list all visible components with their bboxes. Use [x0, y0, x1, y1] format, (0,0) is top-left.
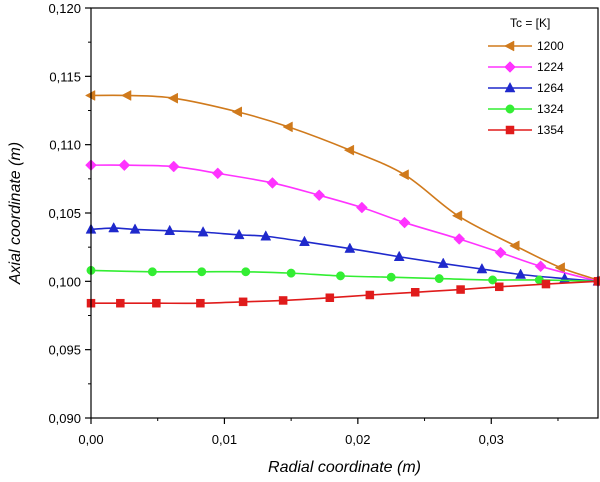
- y-tick-label: 0,110: [49, 138, 81, 153]
- data-point: [456, 285, 465, 294]
- data-point: [534, 260, 547, 273]
- series-1200: [84, 90, 600, 285]
- data-point: [197, 226, 209, 237]
- legend-item: 1264: [488, 81, 564, 95]
- series-line: [91, 280, 599, 305]
- data-point: [355, 201, 368, 214]
- data-point: [344, 242, 356, 253]
- data-point: [476, 262, 488, 274]
- data-point: [116, 298, 125, 308]
- legend-title: Tc = [K]: [510, 16, 550, 30]
- data-point: [453, 233, 466, 245]
- legend-label: 1200: [537, 39, 564, 53]
- x-tick-label: 0,02: [345, 432, 370, 447]
- data-point: [437, 257, 449, 268]
- data-point: [282, 121, 293, 133]
- x-axis-title: Radial coordinate (m): [268, 459, 421, 476]
- data-point: [211, 167, 224, 180]
- data-point: [120, 90, 132, 101]
- data-point: [286, 268, 296, 278]
- data-point: [386, 272, 396, 282]
- data-point: [451, 210, 463, 222]
- data-point: [278, 296, 288, 305]
- x-tick-label: 0,01: [212, 432, 237, 447]
- series-1224: [85, 159, 600, 288]
- data-point: [336, 271, 345, 281]
- legend-marker: [504, 81, 516, 93]
- y-tick-label: 0,095: [48, 343, 81, 358]
- y-tick-label: 0,105: [48, 206, 81, 221]
- data-point: [129, 223, 141, 234]
- data-point: [84, 90, 96, 101]
- plot-frame: [90, 7, 599, 419]
- x-tick-label: 0,00: [78, 432, 103, 447]
- data-point: [241, 267, 251, 277]
- legend-item: 1324: [488, 102, 564, 116]
- data-point: [196, 298, 205, 308]
- data-point: [108, 221, 120, 233]
- data-point: [260, 230, 272, 241]
- y-tick-label: 0,115: [49, 69, 81, 84]
- y-tick-label: 0,090: [48, 411, 81, 426]
- legend: Tc = [K] 1200 1224 1264 1324 1354: [488, 16, 564, 137]
- data-point: [313, 189, 326, 202]
- legend-label: 1324: [537, 102, 564, 116]
- data-point: [343, 144, 355, 156]
- data-point: [197, 267, 207, 277]
- series-1354: [86, 277, 600, 308]
- legend-marker: [505, 104, 515, 114]
- x-axis: 0,00 0,01 0,02 0,03: [78, 418, 559, 447]
- data-point: [152, 298, 161, 308]
- legend-item: 1200: [488, 39, 564, 53]
- plot-marks: [84, 90, 600, 308]
- legend-item: 1224: [488, 60, 564, 74]
- data-point: [509, 240, 520, 252]
- data-point: [398, 169, 409, 181]
- data-point: [147, 267, 157, 277]
- legend-item: 1354: [488, 123, 564, 137]
- legend-marker: [504, 61, 516, 73]
- data-point: [238, 297, 248, 307]
- legend-label: 1264: [537, 81, 564, 95]
- data-point: [299, 235, 310, 246]
- legend-marker: [505, 125, 515, 135]
- legend-label: 1354: [537, 123, 564, 137]
- legend-marker: [503, 40, 515, 52]
- series-line: [90, 94, 599, 281]
- data-point: [494, 246, 507, 259]
- y-axis: 0,090 0,095 0,100 0,105 0,110 0,115 0,120: [48, 1, 91, 426]
- data-point: [410, 288, 420, 297]
- data-point: [488, 275, 498, 285]
- data-point: [393, 250, 405, 261]
- data-point: [495, 282, 504, 292]
- data-point: [434, 274, 444, 284]
- data-point: [167, 92, 178, 104]
- data-point: [167, 160, 180, 173]
- data-point: [266, 177, 279, 189]
- data-point: [554, 262, 565, 274]
- y-tick-label: 0,100: [48, 274, 81, 289]
- y-axis-title: Axial coordinate (m): [7, 142, 24, 285]
- data-point: [233, 228, 245, 240]
- data-point: [541, 279, 551, 289]
- data-point: [325, 293, 335, 302]
- series-line: [90, 164, 599, 283]
- y-tick-label: 0,120: [48, 1, 81, 16]
- data-point: [365, 290, 375, 300]
- legend-label: 1224: [537, 60, 564, 74]
- x-tick-label: 0,03: [479, 432, 504, 447]
- data-point: [398, 216, 411, 229]
- data-point: [593, 277, 600, 286]
- data-point: [118, 159, 131, 172]
- data-point: [231, 106, 243, 118]
- data-point: [515, 268, 527, 279]
- data-point: [164, 224, 176, 236]
